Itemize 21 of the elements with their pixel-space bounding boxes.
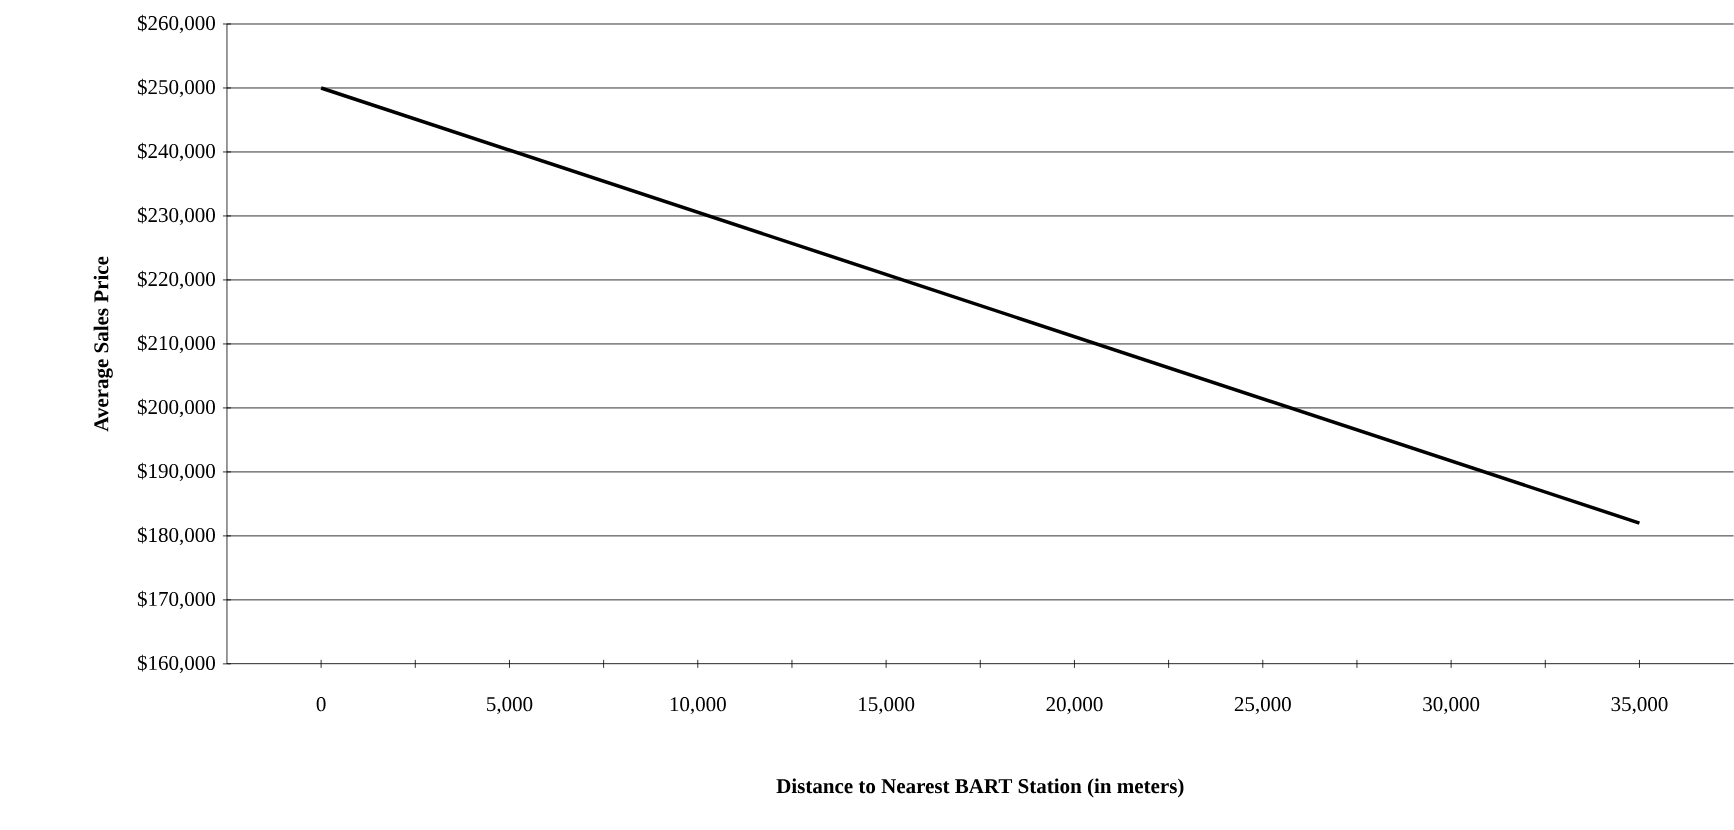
y-tick-label: $210,000 bbox=[137, 334, 215, 354]
y-tick-label: $190,000 bbox=[137, 462, 215, 482]
y-axis-title: Average Sales Price bbox=[93, 256, 113, 432]
x-tick-label: 35,000 bbox=[1611, 697, 1668, 715]
x-tick-label: 0 bbox=[316, 697, 326, 712]
x-tick-label: 10,000 bbox=[670, 697, 726, 715]
x-axis-title: Distance to Nearest BART Station (in meters) bbox=[776, 778, 1184, 798]
x-tick-label: 15,000 bbox=[859, 697, 915, 715]
x-tick-label: 25,000 bbox=[1234, 697, 1291, 715]
y-tick-label: $240,000 bbox=[137, 142, 215, 162]
y-tick-label: $230,000 bbox=[137, 206, 215, 226]
y-tick-label: $260,000 bbox=[137, 14, 215, 34]
y-tick-label: $180,000 bbox=[137, 526, 215, 546]
x-tick-label: 30,000 bbox=[1423, 697, 1480, 715]
x-tick-label: 5,000 bbox=[487, 697, 533, 715]
x-tick-label: 20,000 bbox=[1046, 697, 1103, 715]
y-tick-label: $250,000 bbox=[137, 78, 215, 98]
y-tick-label: $200,000 bbox=[137, 398, 215, 418]
y-tick-label: $160,000 bbox=[137, 654, 215, 674]
y-tick-label: $220,000 bbox=[137, 270, 215, 290]
y-tick-label: $170,000 bbox=[137, 590, 215, 610]
